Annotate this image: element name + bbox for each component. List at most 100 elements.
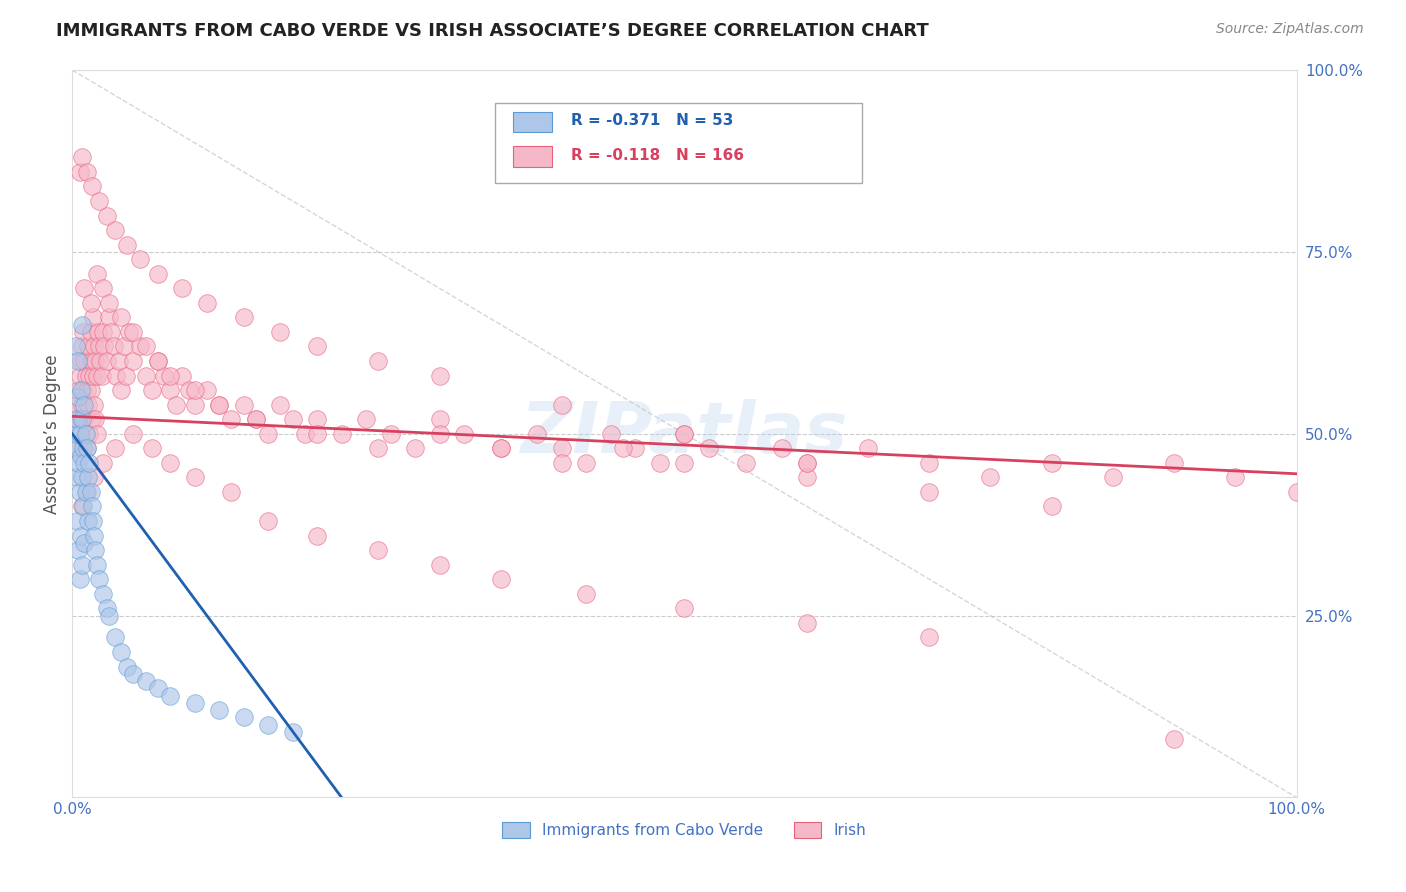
Point [86, 558, 108, 572]
Point [83, 339, 105, 353]
Point [128, 252, 150, 267]
Point [79, 325, 101, 339]
Point [72, 500, 94, 514]
Point [91, 325, 114, 339]
Point [73, 398, 96, 412]
Point [69, 368, 91, 383]
Point [82, 514, 104, 528]
Point [75, 426, 97, 441]
Point [429, 412, 451, 426]
Point [122, 666, 145, 681]
Point [307, 412, 329, 426]
Point [172, 281, 194, 295]
Point [673, 426, 696, 441]
Point [80, 179, 103, 194]
Point [77, 514, 100, 528]
Point [208, 398, 231, 412]
Point [79, 383, 101, 397]
Text: R = -0.371   N = 53: R = -0.371 N = 53 [571, 112, 733, 128]
Point [110, 310, 132, 325]
Point [73, 354, 96, 368]
Point [232, 710, 254, 724]
Point [183, 696, 205, 710]
Point [122, 426, 145, 441]
Point [159, 456, 181, 470]
Point [135, 368, 157, 383]
Point [80, 354, 103, 368]
Point [90, 368, 112, 383]
Point [165, 398, 187, 412]
Point [96, 209, 118, 223]
Point [380, 426, 402, 441]
Point [79, 485, 101, 500]
Point [673, 426, 696, 441]
Point [770, 442, 793, 456]
Point [489, 572, 512, 586]
Point [69, 426, 91, 441]
Point [221, 485, 243, 500]
Point [257, 717, 280, 731]
Point [86, 426, 108, 441]
Point [257, 514, 280, 528]
Point [66, 412, 89, 426]
Point [1285, 485, 1308, 500]
Point [75, 485, 97, 500]
Point [673, 601, 696, 615]
Point [84, 412, 107, 426]
Point [80, 412, 103, 426]
Point [80, 500, 103, 514]
Point [734, 456, 756, 470]
Point [281, 725, 304, 739]
Point [307, 528, 329, 542]
Text: ZIPatlas: ZIPatlas [520, 400, 848, 468]
Point [65, 339, 87, 353]
Point [221, 412, 243, 426]
Point [648, 456, 671, 470]
Point [67, 543, 90, 558]
Point [73, 281, 96, 295]
Point [979, 470, 1001, 484]
Point [673, 456, 696, 470]
Point [93, 339, 115, 353]
Point [76, 442, 98, 456]
Point [73, 536, 96, 550]
Point [77, 470, 100, 484]
Point [367, 543, 389, 558]
Point [63, 442, 86, 456]
Point [1040, 500, 1063, 514]
Point [429, 558, 451, 572]
Point [526, 426, 548, 441]
Point [91, 281, 114, 295]
Point [128, 339, 150, 353]
Point [76, 165, 98, 179]
Point [69, 165, 91, 179]
Point [100, 325, 122, 339]
Point [70, 470, 93, 484]
Point [67, 442, 90, 456]
Point [269, 398, 291, 412]
Point [96, 601, 118, 615]
Point [551, 398, 574, 412]
Point [70, 412, 93, 426]
Point [70, 558, 93, 572]
Point [489, 442, 512, 456]
Point [429, 426, 451, 441]
Point [146, 354, 169, 368]
Y-axis label: Associate’s Degree: Associate’s Degree [44, 354, 60, 514]
Point [69, 412, 91, 426]
Point [67, 354, 90, 368]
Point [84, 543, 107, 558]
Point [69, 449, 91, 463]
Point [77, 398, 100, 412]
Point [107, 354, 129, 368]
Point [69, 354, 91, 368]
Point [110, 383, 132, 397]
Point [66, 514, 89, 528]
Point [294, 426, 316, 441]
Point [86, 267, 108, 281]
Point [117, 237, 139, 252]
Point [89, 572, 111, 586]
Point [77, 339, 100, 353]
Point [429, 368, 451, 383]
Point [97, 295, 120, 310]
